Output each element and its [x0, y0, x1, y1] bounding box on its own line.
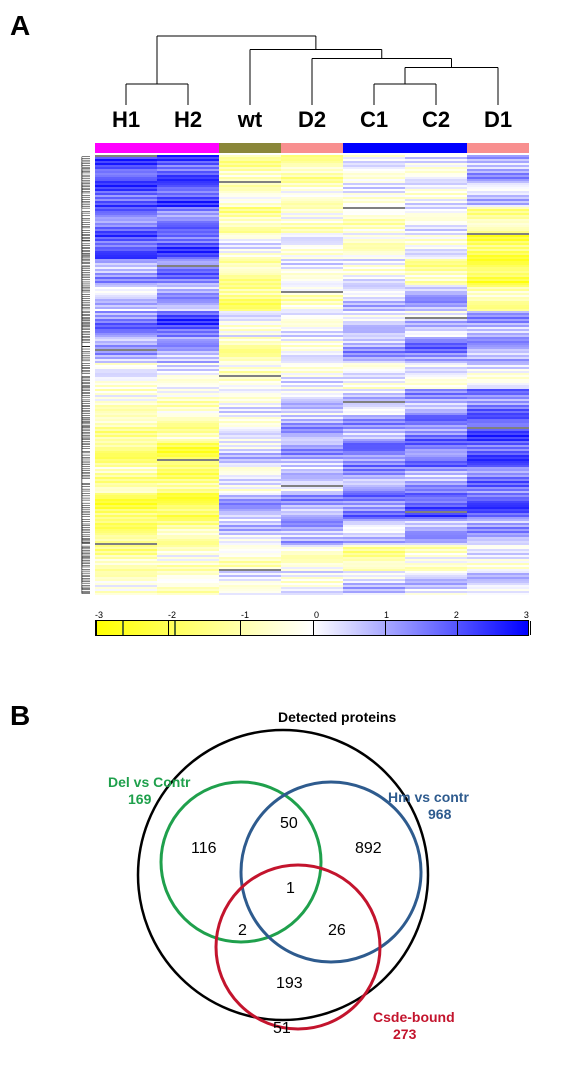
colorbar-tick: 2: [454, 610, 459, 620]
column-label: H2: [157, 107, 219, 133]
column-label: C1: [343, 107, 405, 133]
column-label: H1: [95, 107, 157, 133]
venn-set-label: Del vs Contr: [108, 775, 190, 790]
panel-a-label: A: [10, 10, 30, 42]
venn-set-count: 968: [428, 807, 451, 822]
colorbar-tick: -1: [241, 610, 249, 620]
venn-region-count: 2: [238, 922, 247, 940]
venn-diagram: Detected proteins Del vs Contr 169 Hm vs co…: [73, 700, 493, 1040]
column-bar-segment: [281, 143, 343, 153]
colorbar-tick: -2: [168, 610, 176, 620]
venn-set-label: Hm vs contr: [388, 790, 469, 805]
venn-region-count: 51: [273, 1020, 291, 1038]
venn-outer-title: Detected proteins: [278, 710, 396, 725]
venn-region-count: 26: [328, 922, 346, 940]
venn-region-count: 1: [286, 880, 295, 898]
heatmap: [95, 155, 529, 595]
colorbar-tick: -3: [95, 610, 103, 620]
column-labels: H1H2wtD2C1C2D1: [95, 107, 529, 133]
venn-set-count: 169: [128, 792, 151, 807]
colorbar-tick: 3: [524, 610, 529, 620]
colorbar: -3 -2 -1 0 1 2 3: [95, 610, 529, 636]
colorbar-tick: 0: [314, 610, 319, 620]
column-bar-segment: [405, 143, 467, 153]
column-label: wt: [219, 107, 281, 133]
venn-region-count: 50: [280, 815, 298, 833]
column-label: C2: [405, 107, 467, 133]
colorbar-ticks: -3 -2 -1 0 1 2 3: [95, 610, 529, 620]
venn-region-count: 892: [355, 840, 382, 858]
column-bar-segment: [343, 143, 405, 153]
column-bar-segment: [467, 143, 529, 153]
row-dendrogram: [25, 155, 90, 595]
panel-a: A H1H2wtD2C1C2D1 -3 -2 -1 0 1 2 3: [10, 10, 556, 690]
panel-b-label: B: [10, 700, 30, 732]
colorbar-gradient: [95, 620, 529, 636]
column-label: D1: [467, 107, 529, 133]
venn-set-count: 273: [393, 1027, 416, 1042]
venn-region-count: 193: [276, 975, 303, 993]
venn-region-count: 116: [191, 840, 217, 858]
column-bar-segment: [219, 143, 281, 153]
column-bar-segment: [95, 143, 157, 153]
venn-set-label: Csde-bound: [373, 1010, 455, 1025]
column-bar-segment: [157, 143, 219, 153]
panel-b: B Detected proteins Del vs Contr 169 Hm vs …: [10, 700, 556, 1080]
column-label: D2: [281, 107, 343, 133]
column-dendrogram: [95, 30, 529, 105]
column-color-bar: [95, 143, 529, 153]
colorbar-tick: 1: [384, 610, 389, 620]
